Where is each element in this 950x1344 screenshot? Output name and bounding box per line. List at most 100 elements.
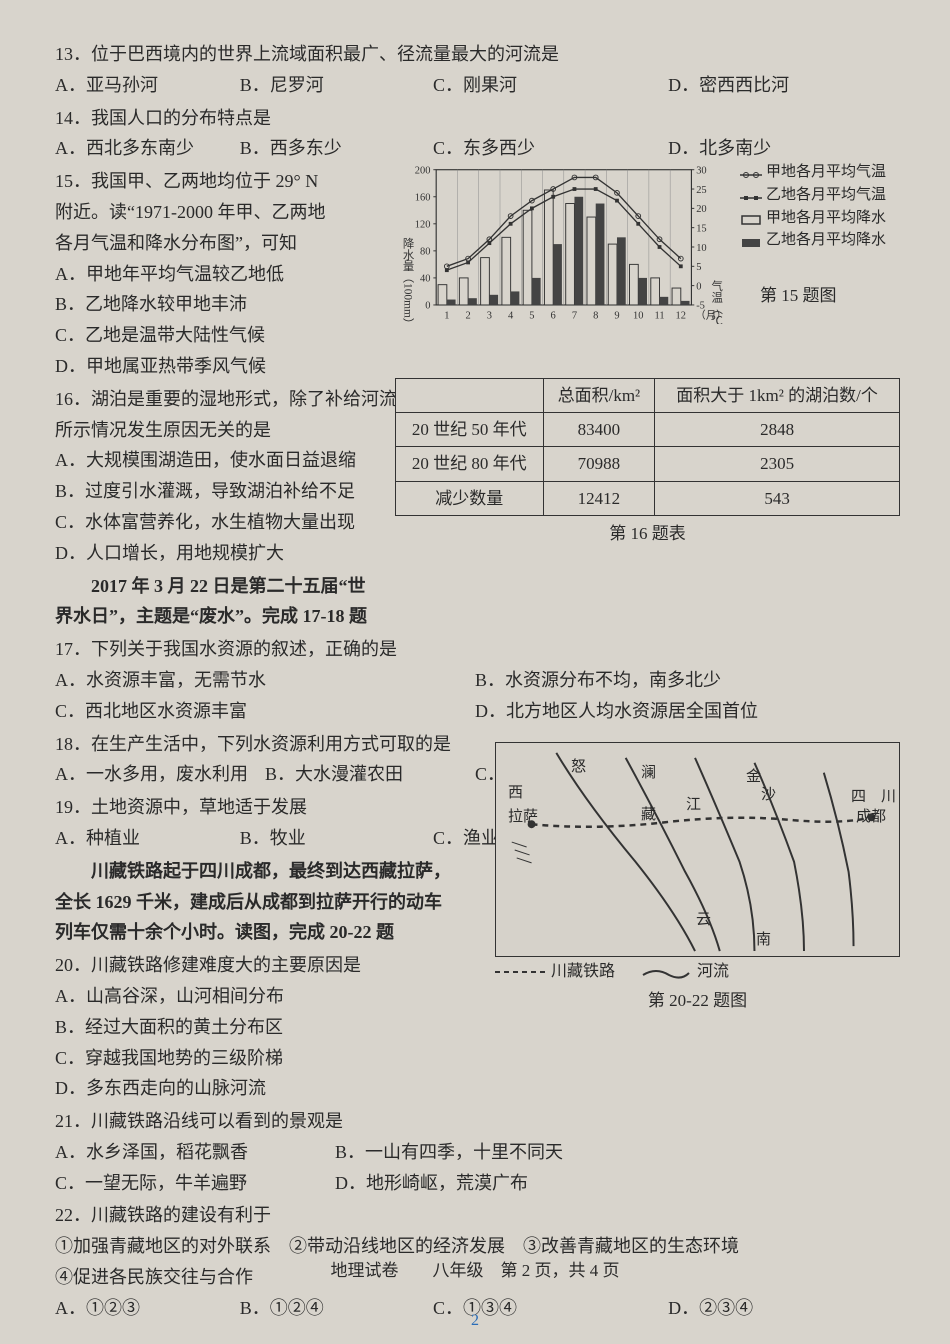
svg-text:12: 12 xyxy=(676,310,686,321)
q17-stem: 17．下列关于我国水资源的叙述，正确的是 xyxy=(55,635,895,664)
table-16-wrap: 总面积/km² 面积大于 1km² 的湖泊数/个 20 世纪 50 年代 834… xyxy=(395,378,900,547)
map-label-nu: 怒 xyxy=(571,755,586,779)
marker-jia-precip-icon xyxy=(740,212,762,224)
q20-opt-c: C．穿越我国地势的三级阶梯 xyxy=(55,1044,500,1073)
td: 12412 xyxy=(543,481,655,515)
table-16-caption: 第 16 题表 xyxy=(395,520,900,547)
river-line-icon xyxy=(641,965,691,979)
q21-opt-d: D．地形崎岖，荒漠广布 xyxy=(335,1169,615,1198)
question-14: 14．我国人口的分布特点是 A．西北多东南少 B．西多东少 C．东多西少 D．北… xyxy=(55,104,895,164)
intro1718-l1: 2017 年 3 月 22 日是第二十五届“世 xyxy=(55,572,420,601)
table-row: 20 世纪 80 年代 70988 2305 xyxy=(396,447,900,481)
chart-15: 20016012080400302520151050-5123456789101… xyxy=(390,158,910,333)
q13-opt-b: B．尼罗河 xyxy=(240,71,433,100)
map-legend-rail: 川藏铁路 xyxy=(551,959,615,985)
q21-opt-c: C．一望无际，牛羊遍野 xyxy=(55,1169,335,1198)
map-label-xi: 西 xyxy=(508,781,523,805)
q15-opt-b: B．乙地降水较甲地丰沛 xyxy=(55,290,420,319)
q17-row2: C．西北地区水资源丰富 D．北方地区人均水资源居全国首位 xyxy=(55,697,895,726)
table-16: 总面积/km² 面积大于 1km² 的湖泊数/个 20 世纪 50 年代 834… xyxy=(395,378,900,516)
q15-l3: 各月气温和降水分布图”，可知 xyxy=(55,229,420,258)
td: 减少数量 xyxy=(396,481,544,515)
q13-opt-d: D．密西西比河 xyxy=(668,71,895,100)
intro-17-18: 2017 年 3 月 22 日是第二十五届“世 界水日”，主题是“废水”。完成 … xyxy=(55,572,420,632)
q21-row1: A．水乡泽国，稻花飘香 B．一山有四季，十里不同天 xyxy=(55,1138,615,1167)
table-row: 总面积/km² 面积大于 1km² 的湖泊数/个 xyxy=(396,379,900,413)
svg-text:40: 40 xyxy=(420,274,430,285)
map-caption: 第 20-22 题图 xyxy=(495,987,900,1014)
svg-text:80: 80 xyxy=(420,247,430,258)
svg-text:8: 8 xyxy=(593,310,598,321)
legend-yi-temp-label: 乙地各月平均气温 xyxy=(766,185,886,207)
marker-yi-temp-icon xyxy=(740,190,762,202)
marker-yi-precip-icon xyxy=(740,235,762,247)
map-label-lasa: 拉萨 xyxy=(508,805,538,829)
q17-opt-a: A．水资源丰富，无需节水 xyxy=(55,666,475,695)
map-label-zang: 藏 xyxy=(641,803,656,827)
q17-row1: A．水资源丰富，无需节水 B．水资源分布不均，南多北少 xyxy=(55,666,895,695)
map-label-chengdu: 成都 xyxy=(856,805,886,829)
question-17: 17．下列关于我国水资源的叙述，正确的是 A．水资源丰富，无需节水 B．水资源分… xyxy=(55,635,895,725)
svg-text:10: 10 xyxy=(696,243,706,254)
q15-l1: 15．我国甲、乙两地均位于 29° N xyxy=(55,167,420,196)
q14-opt-a: A．西北多东南少 xyxy=(55,134,240,163)
svg-text:气温（℃）: 气温（℃） xyxy=(710,279,723,324)
q16-opt-a: A．大规模围湖造田，使水面日益退缩 xyxy=(55,446,420,475)
svg-text:3: 3 xyxy=(487,310,492,321)
intro2022-l3: 列车仅需十余个小时。读图，完成 20-22 题 xyxy=(55,918,500,947)
q13-opt-c: C．刚果河 xyxy=(433,71,668,100)
svg-text:7: 7 xyxy=(572,310,577,321)
q20-stem: 20．川藏铁路修建难度大的主要原因是 xyxy=(55,951,500,980)
q15-opt-c: C．乙地是温带大陆性气候 xyxy=(55,321,420,350)
q13-opt-a: A．亚马孙河 xyxy=(55,71,240,100)
q21-opt-a: A．水乡泽国，稻花飘香 xyxy=(55,1138,335,1167)
rail-dash-icon xyxy=(495,965,545,979)
map-label-nan: 南 xyxy=(756,928,771,952)
td: 2305 xyxy=(655,447,900,481)
map-legend: 川藏铁路 河流 xyxy=(495,959,900,985)
th-blank xyxy=(396,379,544,413)
map-label-lan: 澜 xyxy=(641,761,656,785)
question-21: 21．川藏铁路沿线可以看到的景观是 A．水乡泽国，稻花飘香 B．一山有四季，十里… xyxy=(55,1107,895,1197)
svg-text:160: 160 xyxy=(415,193,431,204)
svg-text:120: 120 xyxy=(415,220,431,231)
svg-text:9: 9 xyxy=(614,310,619,321)
map-label-jiang: 江 xyxy=(686,793,701,817)
svg-text:降水量（100mm）: 降水量（100mm） xyxy=(402,236,415,324)
svg-text:10: 10 xyxy=(633,310,643,321)
svg-text:15: 15 xyxy=(696,223,706,234)
td: 70988 xyxy=(543,447,655,481)
map-20-22: 西 拉萨 藏 怒 江 澜 金 沙 四 川 成都 云 南 川藏铁路 河流 第 20… xyxy=(495,742,900,992)
q21-row2: C．一望无际，牛羊遍野 D．地形崎岖，荒漠广布 xyxy=(55,1169,615,1198)
q16-opt-d: D．人口增长，用地规模扩大 xyxy=(55,539,420,568)
td: 83400 xyxy=(543,413,655,447)
q16-l2: 所示情况发生原因无关的是 xyxy=(55,416,420,445)
map-box: 西 拉萨 藏 怒 江 澜 金 沙 四 川 成都 云 南 xyxy=(495,742,900,957)
legend-yi-precip: 乙地各月平均降水 xyxy=(740,230,910,252)
marker-jia-temp-icon xyxy=(740,167,762,179)
svg-text:5: 5 xyxy=(529,310,534,321)
map-label-jin: 金 xyxy=(746,765,761,789)
page-number: 2 xyxy=(0,1308,950,1334)
q16-opt-c: C．水体富营养化，水生植物大量出现 xyxy=(55,508,420,537)
svg-text:30: 30 xyxy=(696,166,706,177)
svg-text:25: 25 xyxy=(696,185,706,196)
q21-opt-b: B．一山有四季，十里不同天 xyxy=(335,1138,615,1167)
page-footer: 地理试卷 八年级 第 2 页，共 4 页 xyxy=(0,1257,950,1284)
q17-opt-c: C．西北地区水资源丰富 xyxy=(55,697,475,726)
chart-15-svg: 20016012080400302520151050-5123456789101… xyxy=(390,164,730,324)
chart-15-caption: 第 15 题图 xyxy=(760,282,837,309)
q20-opt-a: A．山高谷深，山河相间分布 xyxy=(55,982,500,1011)
intro2022-l1: 川藏铁路起于四川成都，最终到达西藏拉萨， xyxy=(55,857,500,886)
svg-text:200: 200 xyxy=(415,166,431,177)
q18-opt-a: A．一水多用，废水利用 xyxy=(55,760,265,789)
map-legend-river: 河流 xyxy=(697,959,729,985)
svg-text:5: 5 xyxy=(696,262,701,273)
legend-yi-temp: 乙地各月平均气温 xyxy=(740,185,910,207)
th-area: 总面积/km² xyxy=(543,379,655,413)
q20-opt-d: D．多东西走向的山脉河流 xyxy=(55,1074,500,1103)
q21-stem: 21．川藏铁路沿线可以看到的景观是 xyxy=(55,1107,895,1136)
legend-jia-precip-label: 甲地各月平均降水 xyxy=(766,208,886,230)
question-13: 13．位于巴西境内的世界上流域面积最广、径流量最大的河流是 A．亚马孙河 B．尼… xyxy=(55,40,895,100)
q22-stem: 22．川藏铁路的建设有利于 xyxy=(55,1201,895,1230)
